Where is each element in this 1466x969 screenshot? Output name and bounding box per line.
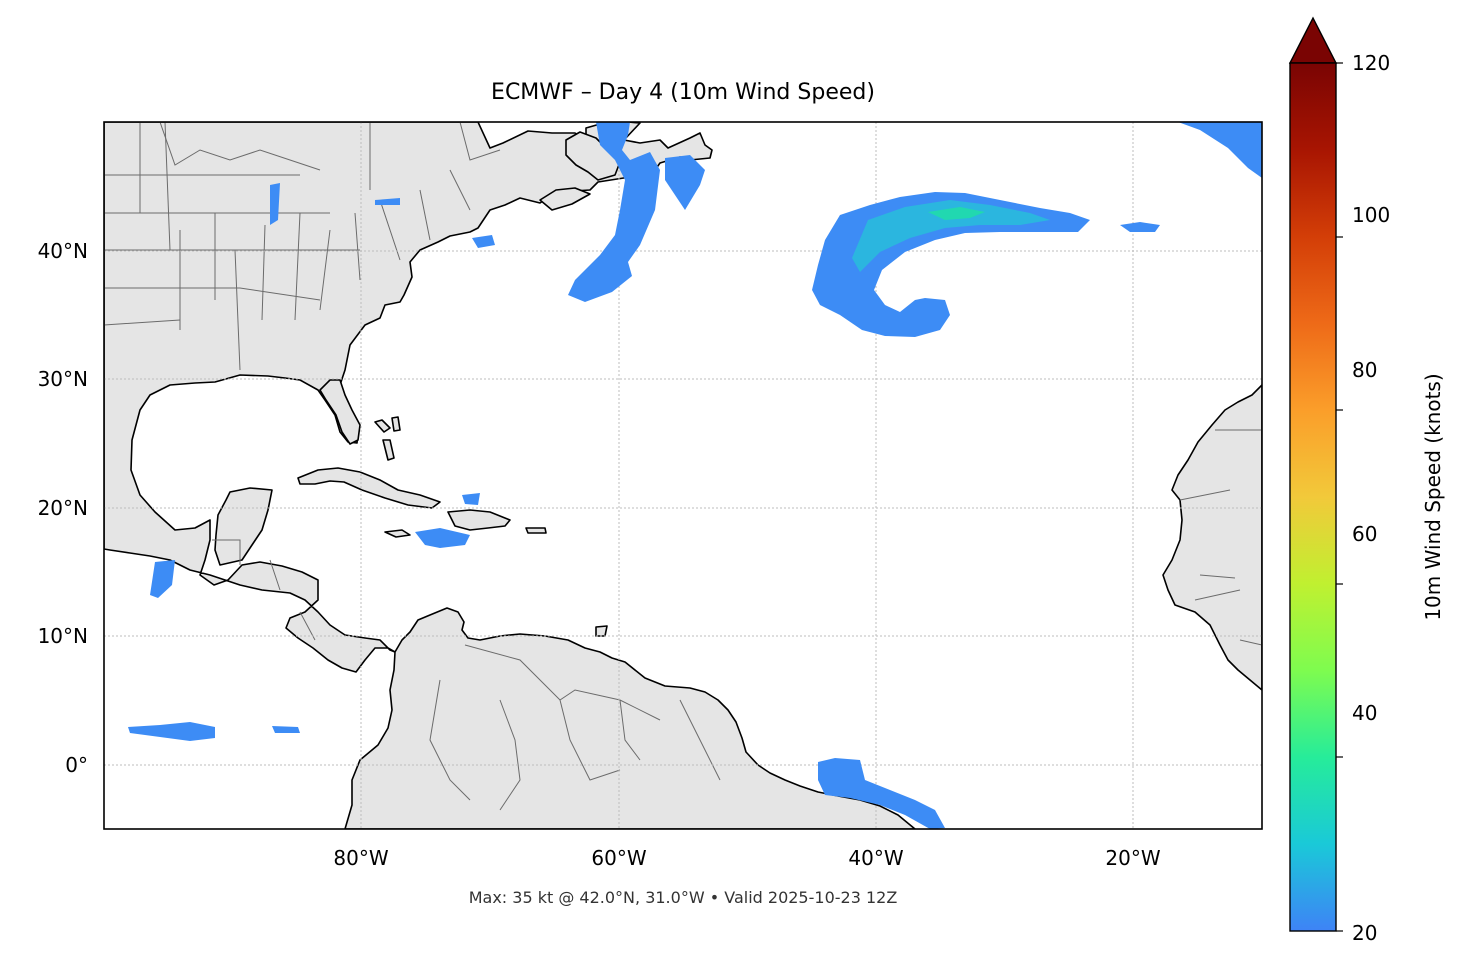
wind-patch-newfoundland-east	[665, 155, 705, 210]
colorbar-body	[1289, 62, 1337, 932]
africa-landmass	[1162, 384, 1262, 691]
colorbar-extend-arrow	[1288, 16, 1338, 64]
south-america-landmass	[344, 607, 916, 829]
land-layer	[104, 122, 1262, 829]
lat-label-20n: 20°N	[38, 496, 88, 520]
latitude-labels: 40°N 30°N 20°N 10°N 0°	[38, 239, 88, 777]
lon-label-60w: 60°W	[591, 846, 646, 870]
wind-patch-northeast-corner	[1178, 122, 1262, 178]
nova-scotia	[539, 187, 591, 211]
wind-core-central-atlantic	[852, 200, 1050, 272]
wind-max-central-atlantic	[928, 207, 985, 220]
cb-tick-40: 40	[1352, 701, 1377, 725]
political-borders	[104, 122, 1262, 811]
cb-tick-80: 80	[1352, 358, 1377, 382]
lat-label-0: 0°	[65, 753, 88, 777]
cb-tick-100: 100	[1352, 203, 1390, 227]
cb-tick-120: 120	[1352, 51, 1390, 75]
max-wind-footer: Max: 35 kt @ 42.0°N, 31.0°W • Valid 2025…	[469, 888, 898, 907]
lat-label-30n: 30°N	[38, 367, 88, 391]
wind-patch-equatorial-atlantic	[818, 758, 945, 829]
lat-label-40n: 40°N	[38, 239, 88, 263]
yucatan-peninsula	[214, 487, 273, 566]
wind-speed-field	[128, 122, 1262, 829]
longitude-labels: 80°W 60°W 40°W 20°W	[333, 846, 1160, 870]
newfoundland	[565, 131, 621, 181]
florida-peninsula	[319, 379, 361, 445]
colorbar-ticks	[1336, 62, 1343, 932]
colorbar-label: 10m Wind Speed (knots)	[1421, 373, 1445, 620]
trinidad	[595, 625, 608, 637]
lat-label-10n: 10°N	[38, 624, 88, 648]
cb-tick-60: 60	[1352, 522, 1377, 546]
map-frame	[103, 121, 1263, 830]
lon-label-20w: 20°W	[1105, 846, 1160, 870]
hispaniola	[447, 509, 511, 531]
bahamas	[374, 416, 401, 461]
map-panel	[103, 121, 1263, 830]
puerto-rico	[525, 527, 547, 534]
map-title: ECMWF – Day 4 (10m Wind Speed)	[491, 80, 875, 105]
wind-patch-canada-east	[568, 122, 660, 302]
wind-patch-caribbean	[415, 493, 480, 548]
jamaica	[384, 529, 411, 538]
colorbar-tick-labels: 120 100 80 60 40 20	[1352, 51, 1390, 945]
lon-label-80w: 80°W	[333, 846, 388, 870]
colorbar: 120 100 80 60 40 20 10m Wind Speed (knot…	[1288, 16, 1445, 945]
wind-patch-east-atlantic	[1120, 222, 1160, 232]
cb-tick-20: 20	[1352, 921, 1377, 945]
lon-label-40w: 40°W	[848, 846, 903, 870]
